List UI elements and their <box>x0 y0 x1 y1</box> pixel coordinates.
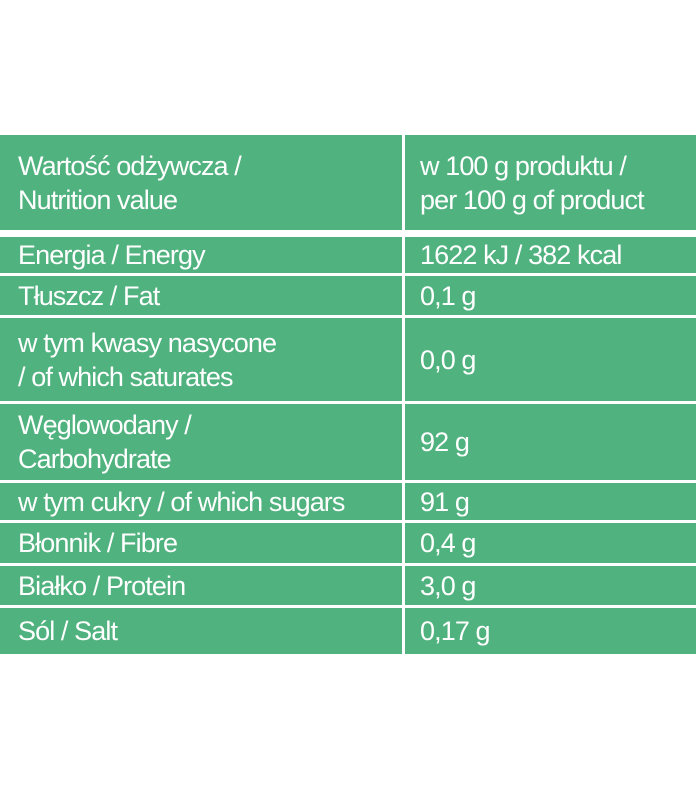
cell-text: 1622 kJ / 382 kcal <box>420 240 622 270</box>
table-row: Sól / Salt 0,17 g <box>0 605 696 654</box>
value-cell: 3,0 g <box>405 566 696 605</box>
cell-text: 91 g <box>420 486 470 517</box>
cell-text: 0,4 g <box>420 528 476 558</box>
value-cell: 1622 kJ / 382 kcal <box>405 237 696 273</box>
cell-text: w 100 g produktu / <box>420 150 627 181</box>
label-cell: Błonnik / Fibre <box>0 523 405 563</box>
cell-text: Nutrition value <box>18 184 178 215</box>
cell-text: w tym cukry / of which sugars <box>18 486 345 517</box>
cell-text: Wartość odżywcza / <box>18 150 242 181</box>
cell-text: Węglowodany / <box>18 410 192 440</box>
cell-text: 0,0 g <box>420 344 476 375</box>
table-row: Błonnik / Fibre 0,4 g <box>0 520 696 563</box>
label-cell: Sól / Salt <box>0 608 405 654</box>
label-cell: Węglowodany / Carbohydrate <box>0 404 405 480</box>
value-cell: 91 g <box>405 483 696 520</box>
value-cell: 0,4 g <box>405 523 696 563</box>
table-row: Tłuszcz / Fat 0,1 g <box>0 273 696 315</box>
table-row: Węglowodany / Carbohydrate 92 g <box>0 401 696 480</box>
label-cell: Tłuszcz / Fat <box>0 276 405 315</box>
cell-text: w tym kwasy nasycone <box>18 327 277 358</box>
label-cell: w tym cukry / of which sugars <box>0 483 405 520</box>
cell-text: Energia / Energy <box>18 240 206 270</box>
value-cell: 92 g <box>405 404 696 480</box>
table-row: w tym kwasy nasycone / of which saturates… <box>0 315 696 401</box>
cell-text: 0,17 g <box>420 616 491 646</box>
cell-text: 92 g <box>420 427 470 457</box>
table-row: w tym cukry / of which sugars 91 g <box>0 480 696 520</box>
nutrition-table: Wartość odżywcza / Nutrition value w 100 g… <box>0 135 696 654</box>
cell-text: 3,0 g <box>420 570 476 601</box>
label-cell: w tym kwasy nasycone / of which saturates <box>0 318 405 401</box>
cell-text: Sól / Salt <box>18 616 118 646</box>
cell-text: 0,1 g <box>420 280 476 311</box>
cell-text: Carbohydrate <box>18 444 172 474</box>
cell-text: Tłuszcz / Fat <box>18 280 160 311</box>
value-cell: 0,1 g <box>405 276 696 315</box>
table-row: Energia / Energy 1622 kJ / 382 kcal <box>0 230 696 273</box>
value-cell: 0,0 g <box>405 318 696 401</box>
label-cell: Wartość odżywcza / Nutrition value <box>0 135 405 230</box>
cell-text: per 100 g of product <box>420 184 645 215</box>
label-cell: Energia / Energy <box>0 237 405 273</box>
label-cell: Białko / Protein <box>0 566 405 605</box>
header-row: Wartość odżywcza / Nutrition value w 100 g… <box>0 135 696 230</box>
table-row: Białko / Protein 3,0 g <box>0 563 696 605</box>
cell-text: Błonnik / Fibre <box>18 528 178 558</box>
value-cell: w 100 g produktu / per 100 g of product <box>405 135 696 230</box>
cell-text: Białko / Protein <box>18 570 186 601</box>
cell-text: / of which saturates <box>18 361 234 392</box>
value-cell: 0,17 g <box>405 608 696 654</box>
